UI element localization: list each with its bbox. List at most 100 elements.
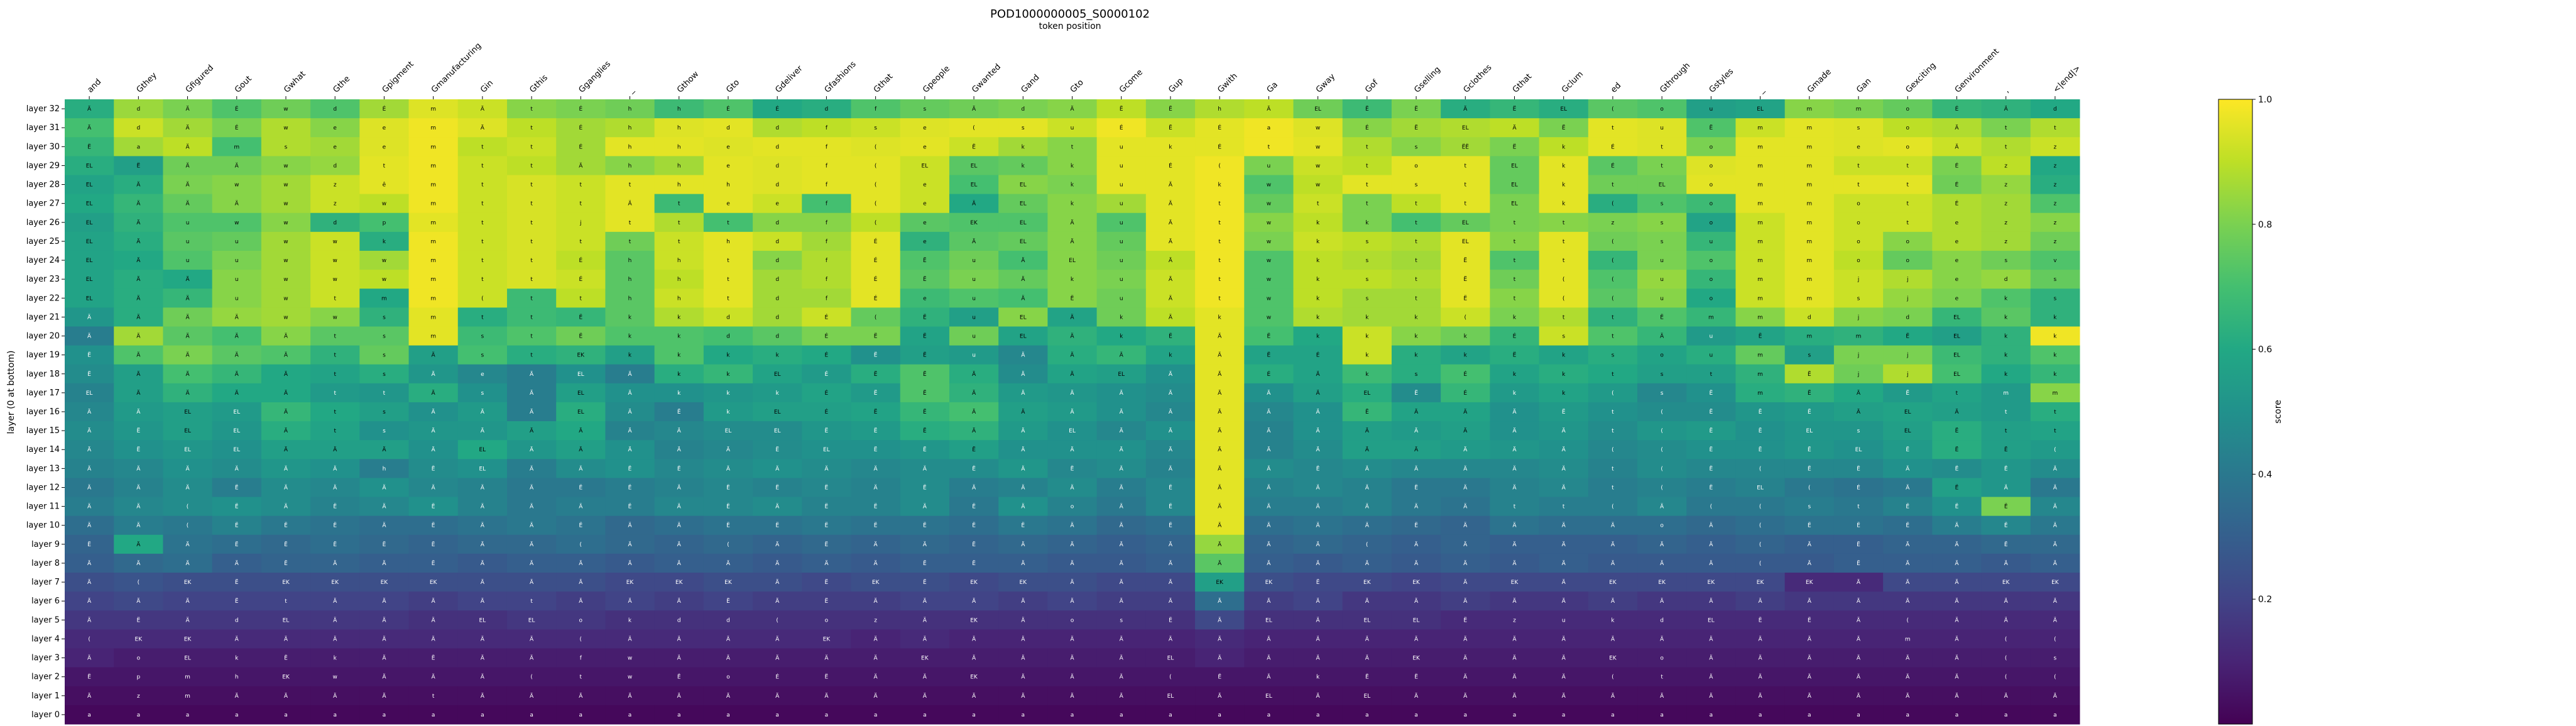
cell-label: Ä [185,484,190,491]
cell-label: w [1316,182,1320,189]
cell-label: Ë [136,617,140,624]
heatmap-cell [457,326,508,346]
heatmap-cell [2030,307,2080,327]
heatmap-cell [114,345,163,365]
y-tick-label: layer 28 [26,180,60,190]
x-tick-label: Gto [1069,78,1086,95]
cell-label: Ä [628,693,632,700]
cell-label: h [677,277,681,283]
cell-label: a [726,712,730,718]
cell-label: t [1612,485,1614,491]
heatmap-cell [212,231,262,251]
cell-label: EL [86,258,93,264]
cell-label: Ä [1562,465,1566,472]
heatmap-cell [1637,156,1687,175]
y-tick-label: layer 11 [26,502,60,512]
cell-label: Ë [1710,465,1713,472]
heatmap-cell [1293,175,1343,195]
y-axis-label: layer (0 at bottom) [6,350,16,434]
heatmap-cell [1932,194,1982,214]
cell-label: É [1365,124,1369,131]
cell-label: Ä [136,182,141,189]
cell-label: Ä [1120,541,1124,548]
heatmap-cell [1784,402,1835,422]
heatmap-cell [949,440,999,459]
cell-label: k [1316,220,1320,226]
heatmap-cell [1735,175,1786,195]
cell-label: Ë [333,541,337,548]
cell-label: Ë [136,446,140,453]
heatmap-cell [163,478,213,498]
cell-label: Ä [432,674,436,681]
heatmap-cell [163,270,213,289]
cell-label: Ë [825,522,829,529]
cell-label: Ä [1120,484,1124,491]
heatmap-cell [65,250,114,270]
cell-label: EL [1904,428,1911,434]
x-tick-label: Gwanted [970,62,1003,95]
cell-label: e [923,201,927,207]
x-tick-label: Gthrough [1658,61,1692,95]
heatmap-cell [1490,440,1540,459]
heatmap-cell [1735,137,1786,157]
heatmap-cell [1096,421,1147,441]
heatmap-cell [605,289,655,308]
cell-label: É [825,389,829,397]
cell-label: m [1856,334,1862,340]
heatmap-cell [1293,364,1343,384]
x-tick-label: Gfashions [823,60,858,95]
heatmap-cell [1735,383,1786,403]
cell-label: w [283,258,288,264]
cell-label: Ä [677,635,682,642]
cell-label: Ä [1021,409,1025,415]
cell-label: k [726,371,730,378]
cell-label: EL [479,447,486,453]
cell-label: z [2004,220,2007,226]
heatmap-cell [506,212,557,233]
heatmap-cell [163,402,213,422]
cell-label: Ä [1169,579,1173,586]
cell-label: k [677,353,681,359]
cell-label: EK [1609,580,1617,586]
cell-label: Ä [136,560,141,567]
heatmap-cell [1735,307,1786,327]
heatmap-cell [2030,118,2080,138]
cell-label: h [726,182,730,189]
cell-label: Ä [1267,465,1271,472]
cell-label: Ä [677,541,682,548]
heatmap-cell [1735,212,1786,233]
cell-label: j [1857,353,1860,359]
cell-label: Ë [923,257,927,264]
cell-label: Ë [1857,560,1860,567]
cell-label: EL [1462,220,1469,226]
cell-label: Ä [1463,693,1468,700]
heatmap-cell [556,137,606,157]
heatmap-cell [310,270,360,289]
x-tick-label: Gwhat [282,70,307,95]
heatmap-cell [408,440,459,459]
cell-label: Ë [2004,522,2008,529]
heatmap-cell [1391,289,1441,308]
heatmap-cell [753,421,802,441]
heatmap-cell [556,345,606,365]
cell-label: w [283,314,288,321]
heatmap-cell [1342,175,1392,195]
cell-label: Ë [1906,522,1909,529]
heatmap-cell [900,118,950,138]
heatmap-cell [1244,383,1294,403]
cell-label: Ë [1710,390,1713,397]
heatmap-cell [851,137,901,157]
cell-label: Ä [1562,427,1566,434]
heatmap-cell [753,137,802,157]
cell-label: h [383,466,386,472]
cell-label: É [579,124,582,131]
heatmap-cell [1342,231,1392,251]
heatmap-cell [1391,212,1441,233]
cell-label: EL [184,656,191,662]
cell-label: Ä [1463,446,1468,453]
cell-label: ( [1759,542,1762,548]
cell-label: EK [1216,580,1224,586]
cell-label: o [1414,163,1418,169]
cell-label: Ä [1267,655,1271,662]
cell-label: Ä [1070,333,1074,340]
